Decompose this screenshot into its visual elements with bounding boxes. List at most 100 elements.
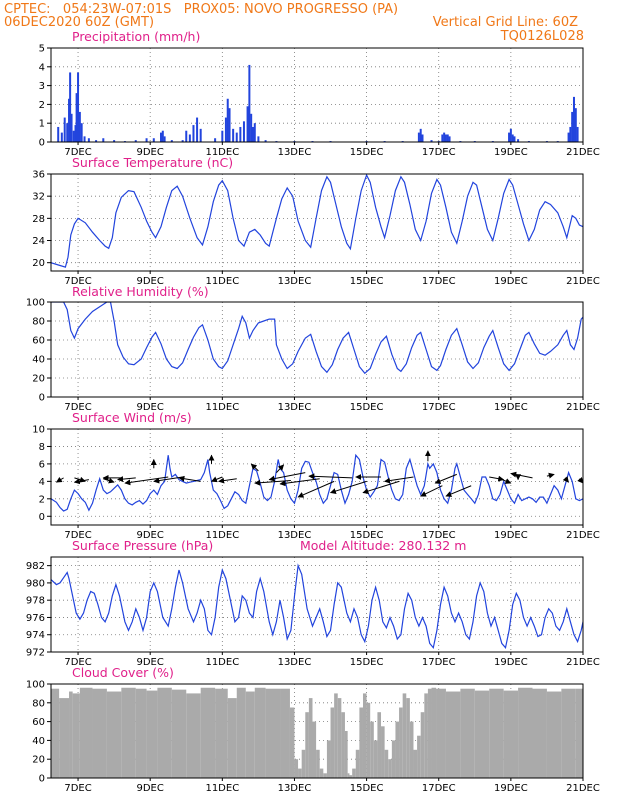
header-location: CPTEC: 054:23W-07:01S PROX05: NOVO PROGR…	[4, 2, 398, 17]
cloud-bar	[301, 749, 306, 778]
panel-pres: 972 974 976 978 980 982 7DEC 9DEC 11DEC 13DEC 15DE…	[26, 538, 600, 668]
ytick-label: 0	[39, 393, 45, 404]
wind-arrow	[250, 463, 259, 472]
cloud-bar	[245, 691, 255, 778]
panel-wind: 0 2 4 6 8 10 7DEC 9DEC 11DEC 13DEC 15DEC 17DEC 19DEC…	[32, 410, 600, 541]
xtick-label: 13DEC	[278, 402, 312, 413]
xtick-label: 21DEC	[566, 402, 600, 413]
precip-bar	[70, 113, 73, 142]
precip-bar	[196, 117, 199, 142]
precip-bar	[443, 132, 446, 142]
xtick-label: 9DEC	[136, 657, 163, 668]
precip-bar	[170, 140, 173, 142]
cloud-bar	[157, 687, 172, 778]
wind-arrow	[124, 476, 169, 486]
cloud-bar	[308, 698, 313, 778]
cloud-bar	[236, 687, 246, 778]
cloud-bar	[347, 773, 350, 778]
cloud-bar	[391, 740, 396, 778]
precip-bar	[102, 138, 105, 142]
cloud-bar	[366, 702, 371, 778]
cloud-bar	[215, 688, 228, 778]
ytick-label: 100	[26, 680, 45, 691]
cloud-bar	[381, 726, 385, 778]
cloud-bar	[334, 693, 338, 778]
title-cloud: Cloud Cover (%)	[72, 665, 174, 680]
xtick-label: 15DEC	[350, 147, 384, 158]
ytick-label: 1	[39, 119, 45, 130]
xtick-label: 13DEC	[278, 276, 312, 287]
ytick-label: 36	[32, 170, 45, 181]
ytick-label: 60	[32, 336, 45, 347]
xtick-label: 9DEC	[136, 276, 163, 287]
cloud-bar	[294, 759, 299, 778]
xtick-label: 21DEC	[566, 783, 600, 794]
wind-arrow	[153, 476, 183, 484]
precip-bar	[569, 126, 572, 142]
xtick-label: 21DEC	[566, 657, 600, 668]
ytick-label: 10	[32, 425, 45, 436]
ytick-label: 982	[26, 561, 45, 572]
xtick-label: 21DEC	[566, 276, 600, 287]
cloud-bar	[355, 749, 360, 778]
xtick-label: 19DEC	[494, 147, 528, 158]
precip-bar	[446, 134, 449, 142]
cloud-bar	[344, 731, 348, 778]
wind-arrow	[362, 480, 400, 494]
cloud-bar	[330, 707, 335, 778]
precip-bar	[571, 111, 574, 142]
precip-bar	[160, 132, 163, 142]
ytick-label: 8	[39, 442, 45, 453]
ytick-label: 3	[39, 81, 45, 92]
precip-bar	[66, 123, 69, 142]
wind-arrow	[103, 477, 115, 484]
precip-bar	[248, 64, 251, 142]
xtick-label: 11DEC	[205, 402, 239, 413]
precip-bar	[232, 128, 235, 142]
cloud-bar	[186, 693, 201, 778]
series-precip	[57, 64, 579, 142]
frame-pres	[50, 556, 584, 653]
precip-bar	[251, 126, 254, 142]
xtick-label: 15DEC	[350, 276, 384, 287]
cloud-bar	[436, 688, 446, 778]
wind-arrow	[499, 478, 512, 484]
xtick-label: 7DEC	[64, 657, 91, 668]
panel-precip: 0 1 2 3 4 5 7DEC 9DEC 11DEC 13DEC 15DEC 17DEC 19DEC 2…	[39, 29, 600, 158]
xtick-label: 21DEC	[566, 147, 600, 158]
xtick-label: 11DEC	[205, 147, 239, 158]
precip-bar	[95, 140, 98, 142]
series-wind	[51, 450, 583, 512]
cloud-bar	[72, 693, 80, 778]
cloud-bar	[305, 712, 309, 778]
precip-bar	[444, 134, 447, 142]
precip-bar	[83, 136, 86, 142]
ytick-label: 5	[39, 44, 45, 55]
xtick-label: 19DEC	[494, 276, 528, 287]
precip-bar	[188, 134, 191, 142]
frame-temp	[50, 173, 584, 272]
xtick-label: 13DEC	[278, 657, 312, 668]
precip-bar	[574, 108, 577, 142]
xtick-label: 21DEC	[566, 530, 600, 541]
series-rh	[51, 302, 583, 375]
xtick-label: 9DEC	[136, 402, 163, 413]
header-grid-line: Vertical Grid Line: 60Z	[433, 15, 578, 30]
precip-bar	[250, 113, 253, 142]
wind-arrow	[276, 464, 285, 473]
cloud-bar	[424, 693, 428, 778]
cloud-bar	[561, 688, 576, 778]
cloud-bar	[51, 688, 60, 778]
ytick-label: 2	[39, 494, 45, 505]
precip-bar	[421, 134, 424, 142]
precip-bar	[228, 108, 231, 142]
xtick-label: 19DEC	[494, 657, 528, 668]
precip-bar	[192, 125, 195, 142]
precip-bar	[60, 132, 63, 142]
wind-arrow	[562, 476, 569, 483]
precip-bar	[224, 117, 227, 142]
ytick-label: 6	[39, 459, 45, 470]
cloud-bar	[460, 688, 475, 778]
precip-bar	[152, 138, 155, 142]
title-wind: Surface Wind (m/s)	[72, 410, 192, 425]
